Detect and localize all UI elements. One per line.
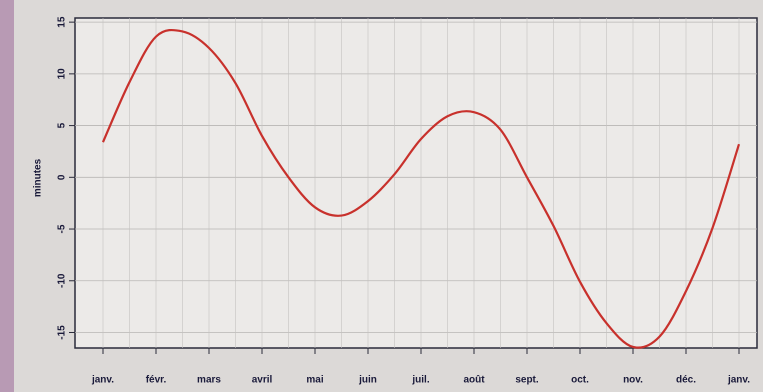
y-tick-label: -15 [57,325,68,340]
y-tick-label: -10 [57,273,68,288]
y-tick-label: 5 [57,122,68,128]
x-tick-label: juil. [411,375,429,386]
y-tick-label: 0 [57,174,68,180]
x-tick-label: janv. [91,375,114,386]
x-tick-label: sept. [515,375,539,386]
y-tick-label: 15 [57,16,68,28]
chart: minutes -15 -10 -5 0 5 10 15 janv. févr. mars avri… [0,0,763,392]
x-tick-label: avril [252,375,273,386]
x-tick-label: juin [358,375,377,386]
x-tick-label: déc. [676,375,696,386]
y-axis-label: minutes [33,158,44,197]
x-tick-label: nov. [623,375,643,386]
plot-area [75,18,757,348]
x-tick-label: janv. [727,375,750,386]
x-tick-label: févr. [146,375,167,386]
y-tick-label: 10 [57,68,68,80]
x-tick-label: mai [306,375,323,386]
x-tick-label: oct. [571,375,589,386]
x-tick-label: mars [197,375,221,386]
x-tick-label: août [463,375,485,386]
y-tick-label: -5 [57,224,68,233]
left-strip [0,0,14,392]
page: {"chart_data": {"type": "line", "ylabel"… [0,0,763,392]
